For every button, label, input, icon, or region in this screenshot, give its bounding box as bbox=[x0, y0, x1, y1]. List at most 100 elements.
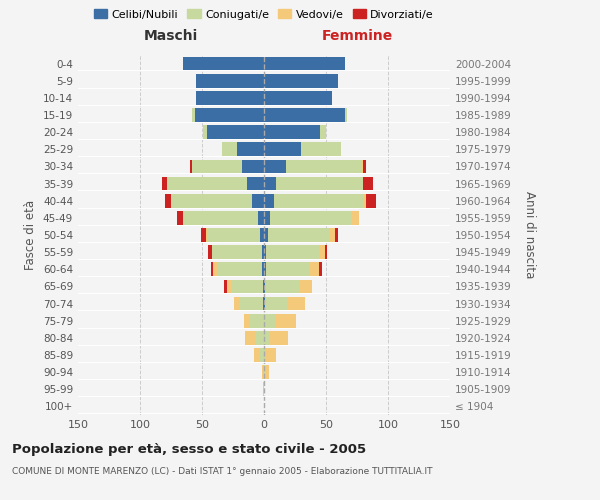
Bar bbox=[213, 262, 217, 276]
Bar bbox=[301, 142, 341, 156]
Bar bbox=[192, 160, 242, 173]
Bar bbox=[258, 211, 264, 224]
Bar bbox=[208, 246, 212, 259]
Bar bbox=[264, 126, 320, 139]
Bar bbox=[330, 228, 335, 242]
Bar bbox=[266, 246, 319, 259]
Bar bbox=[247, 176, 264, 190]
Bar bbox=[263, 280, 264, 293]
Bar bbox=[260, 348, 264, 362]
Bar bbox=[319, 246, 325, 259]
Bar bbox=[242, 160, 264, 173]
Bar bbox=[249, 314, 264, 328]
Legend: Celibi/Nubili, Coniugati/e, Vedovi/e, Divorziati/e: Celibi/Nubili, Coniugati/e, Vedovi/e, Di… bbox=[89, 5, 439, 24]
Bar bbox=[194, 108, 264, 122]
Bar bbox=[201, 228, 206, 242]
Bar bbox=[265, 280, 300, 293]
Bar bbox=[363, 160, 365, 173]
Bar bbox=[277, 176, 363, 190]
Bar bbox=[270, 331, 287, 344]
Bar bbox=[224, 280, 227, 293]
Bar bbox=[262, 262, 264, 276]
Bar bbox=[184, 211, 258, 224]
Bar bbox=[211, 262, 213, 276]
Bar bbox=[196, 74, 264, 88]
Bar bbox=[363, 176, 373, 190]
Bar bbox=[207, 126, 264, 139]
Bar bbox=[184, 56, 264, 70]
Bar bbox=[266, 262, 310, 276]
Bar bbox=[361, 160, 363, 173]
Bar bbox=[196, 91, 264, 104]
Bar bbox=[264, 194, 274, 207]
Bar bbox=[264, 56, 344, 70]
Bar bbox=[264, 176, 277, 190]
Bar bbox=[264, 262, 266, 276]
Bar bbox=[206, 228, 208, 242]
Bar bbox=[264, 348, 266, 362]
Bar bbox=[264, 331, 270, 344]
Bar bbox=[264, 314, 277, 328]
Bar bbox=[222, 142, 237, 156]
Bar bbox=[264, 91, 332, 104]
Bar bbox=[287, 296, 305, 310]
Bar bbox=[265, 296, 287, 310]
Bar bbox=[217, 262, 262, 276]
Bar bbox=[365, 194, 376, 207]
Bar bbox=[325, 246, 327, 259]
Bar bbox=[264, 366, 265, 379]
Bar bbox=[263, 296, 264, 310]
Bar bbox=[171, 194, 251, 207]
Bar bbox=[237, 142, 264, 156]
Bar bbox=[234, 296, 239, 310]
Bar bbox=[286, 160, 361, 173]
Bar bbox=[244, 314, 249, 328]
Bar bbox=[256, 331, 264, 344]
Bar bbox=[264, 142, 301, 156]
Bar bbox=[264, 280, 265, 293]
Bar bbox=[319, 262, 322, 276]
Bar bbox=[190, 160, 192, 173]
Bar bbox=[254, 348, 260, 362]
Bar bbox=[264, 74, 338, 88]
Bar bbox=[264, 108, 344, 122]
Bar bbox=[268, 228, 330, 242]
Bar bbox=[251, 194, 264, 207]
Bar bbox=[177, 211, 184, 224]
Bar bbox=[274, 194, 363, 207]
Text: Maschi: Maschi bbox=[144, 29, 198, 43]
Bar bbox=[165, 194, 171, 207]
Bar bbox=[263, 366, 264, 379]
Bar bbox=[245, 331, 256, 344]
Bar bbox=[192, 108, 194, 122]
Bar bbox=[264, 160, 286, 173]
Bar bbox=[262, 246, 264, 259]
Bar bbox=[227, 280, 230, 293]
Bar bbox=[351, 211, 359, 224]
Text: COMUNE DI MONTE MARENZO (LC) - Dati ISTAT 1° gennaio 2005 - Elaborazione TUTTITA: COMUNE DI MONTE MARENZO (LC) - Dati ISTA… bbox=[12, 468, 433, 476]
Bar bbox=[265, 366, 269, 379]
Bar bbox=[264, 296, 265, 310]
Y-axis label: Fasce di età: Fasce di età bbox=[25, 200, 37, 270]
Bar bbox=[270, 211, 351, 224]
Bar bbox=[263, 382, 264, 396]
Bar bbox=[203, 126, 207, 139]
Bar bbox=[212, 246, 262, 259]
Bar bbox=[320, 126, 326, 139]
Bar bbox=[262, 366, 263, 379]
Bar bbox=[277, 314, 296, 328]
Bar bbox=[264, 228, 268, 242]
Bar bbox=[167, 176, 247, 190]
Bar bbox=[344, 108, 347, 122]
Bar bbox=[335, 228, 338, 242]
Text: Popolazione per età, sesso e stato civile - 2005: Popolazione per età, sesso e stato civil… bbox=[12, 442, 366, 456]
Bar bbox=[163, 176, 167, 190]
Bar bbox=[239, 296, 263, 310]
Bar bbox=[230, 280, 263, 293]
Bar bbox=[260, 228, 264, 242]
Text: Femmine: Femmine bbox=[322, 29, 392, 43]
Bar bbox=[363, 194, 365, 207]
Y-axis label: Anni di nascita: Anni di nascita bbox=[523, 192, 536, 278]
Bar bbox=[266, 348, 277, 362]
Bar bbox=[300, 280, 313, 293]
